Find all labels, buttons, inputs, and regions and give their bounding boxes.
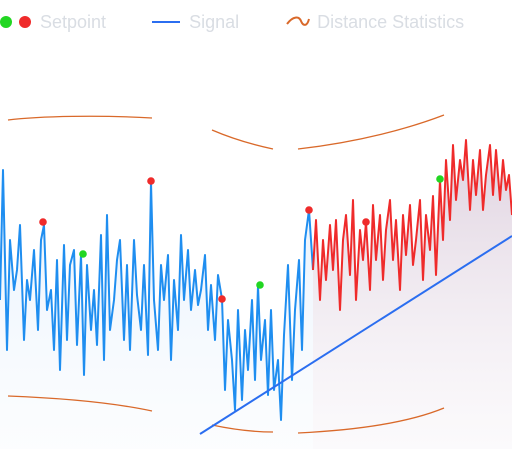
legend-signal-label: Signal (189, 11, 240, 32)
setpoint-marker-3 (218, 295, 226, 303)
legend-signal[interactable]: Signal (152, 12, 239, 33)
legend: Setpoint Signal Distance Statistics (0, 8, 512, 36)
orange-wave-icon (286, 16, 311, 26)
signal-area (0, 140, 512, 449)
setpoint-marker-5 (305, 206, 313, 214)
setpoint-marker-4 (256, 281, 264, 289)
trend-line-segment (199, 235, 512, 435)
signal-area-blue (0, 170, 313, 449)
signal-lines (0, 139, 512, 421)
setpoint-marker-6 (362, 218, 370, 226)
signal-area-red (313, 140, 512, 449)
setpoint-markers (39, 175, 444, 303)
signal-line-blue (0, 169, 314, 421)
distance-statistics (7, 114, 445, 434)
trend-line (199, 235, 512, 435)
red-dot-icon (19, 16, 31, 28)
blue-line-icon (152, 21, 181, 23)
distance-upper-curve-1 (211, 129, 274, 150)
legend-setpoint-label: Setpoint (40, 11, 107, 32)
distance-lower-curve-0 (7, 395, 153, 412)
distance-lower-curve-1 (211, 424, 274, 433)
distance-upper-curve-2 (297, 114, 445, 150)
distance-lower-curve-2 (297, 407, 445, 434)
setpoint-marker-7 (436, 175, 444, 183)
setpoint-marker-2 (147, 177, 155, 185)
green-dot-icon (0, 16, 12, 28)
legend-distance[interactable]: Distance Statistics (285, 12, 464, 33)
setpoint-marker-0 (39, 218, 47, 226)
signal-line-red (312, 139, 512, 311)
setpoint-marker-1 (79, 250, 87, 258)
legend-distance-label: Distance Statistics (317, 11, 465, 32)
distance-upper-curve-0 (7, 115, 153, 121)
legend-setpoint[interactable]: Setpoint (0, 12, 106, 33)
